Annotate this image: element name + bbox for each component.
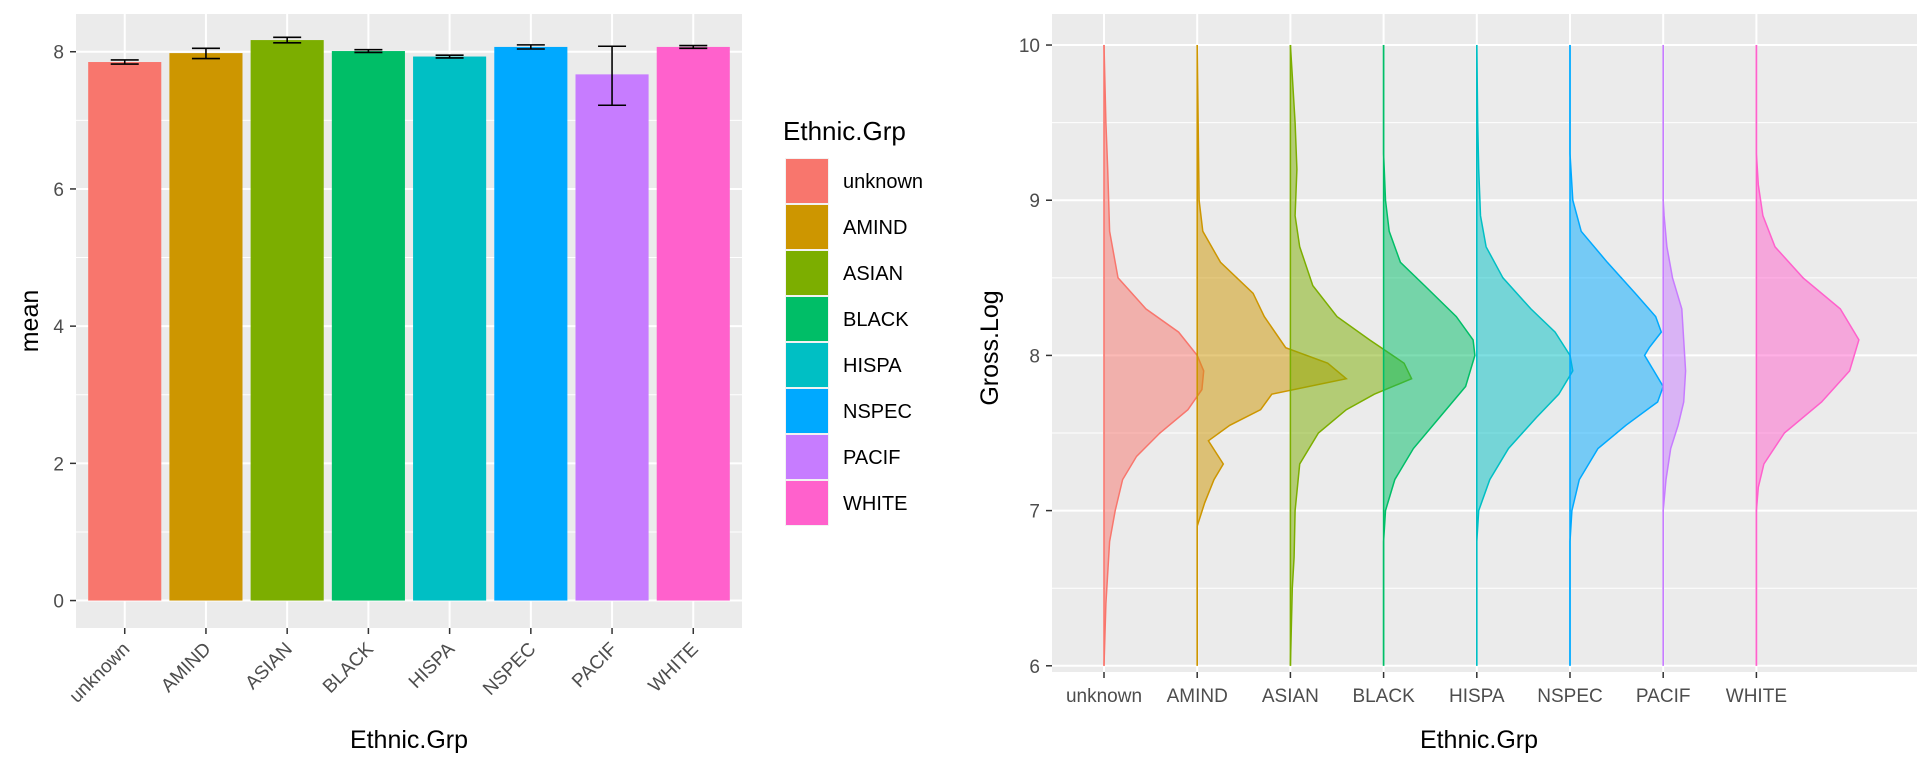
density-outline-black	[1382, 45, 1476, 666]
density-area-hispa	[1476, 45, 1573, 666]
density-area-unknown	[1104, 45, 1204, 666]
bar-nspec	[494, 46, 568, 601]
bar-asian	[250, 40, 324, 601]
density-area-white	[1756, 45, 1859, 666]
legend-key-pacif	[786, 435, 828, 479]
density-area-pacif	[1663, 45, 1686, 666]
legend-key-black	[786, 297, 828, 341]
legend-label-pacif: PACIF	[843, 447, 900, 469]
bars	[88, 40, 730, 601]
density-area-nspec	[1570, 45, 1664, 666]
legend-label-amind: AMIND	[843, 217, 907, 239]
y-tick-label: 9	[1029, 191, 1040, 212]
legend-key-hispa	[786, 343, 828, 387]
x-tick-label-pacif: PACIF	[568, 639, 621, 692]
legend-label-asian: ASIAN	[843, 263, 903, 285]
density-outline-nspec	[1569, 45, 1665, 666]
y-tick-label: 8	[53, 43, 64, 64]
density-x-axis: unknown AMIND ASIAN BLACK HISPA NSPEC PACIF WHI…	[1066, 672, 1787, 707]
x-tick-label-hispa: HISPA	[405, 638, 459, 692]
x-tick-label-nspec: NSPEC	[479, 639, 540, 700]
y-tick-label: 6	[53, 180, 64, 201]
density-area-amind	[1197, 45, 1347, 666]
bar-pacif	[575, 74, 649, 601]
legend-key-amind	[786, 205, 828, 249]
x-tick-label-nspec: NSPEC	[1537, 686, 1602, 707]
bar-unknown	[88, 62, 162, 601]
density-y-axis-title: Gross.Log	[976, 290, 1004, 405]
legend-key-white	[786, 481, 828, 525]
bar-x-axis-title: Ethnic.Grp	[350, 726, 468, 754]
y-tick-label: 2	[53, 454, 64, 475]
legend-label-black: BLACK	[843, 309, 909, 331]
x-tick-label-black: BLACK	[1352, 686, 1415, 707]
x-tick-label-hispa: HISPA	[1449, 686, 1505, 707]
x-tick-label-amind: AMIND	[1167, 686, 1228, 707]
legend-key-nspec	[786, 389, 828, 433]
density-y-axis: 6 7 8 9 10	[1019, 36, 1052, 678]
bar-y-axis-title: mean	[16, 290, 44, 353]
legend-label-white: WHITE	[843, 493, 907, 515]
x-tick-label-white: WHITE	[645, 639, 703, 697]
y-tick-label: 0	[53, 592, 64, 613]
legend-items: unknown AMIND ASIAN BLACK HISPA NSPEC PACIF WHI…	[785, 158, 923, 526]
x-tick-label-pacif: PACIF	[1636, 686, 1691, 707]
bar-amind	[169, 53, 243, 601]
x-tick-label-unknown: unknown	[1066, 686, 1142, 707]
density-outline-white	[1755, 45, 1860, 666]
legend-key-asian	[786, 251, 828, 295]
bar-white	[656, 46, 730, 601]
legend: Ethnic.Grp unknown AMIND ASIAN BLACK HISPA NS…	[783, 116, 923, 526]
x-tick-label-amind: AMIND	[157, 639, 215, 697]
y-tick-label: 7	[1029, 502, 1040, 523]
density-area-asian	[1290, 45, 1412, 666]
density-area-black	[1383, 45, 1475, 666]
density-x-axis-title: Ethnic.Grp	[1420, 726, 1538, 754]
legend-label-unknown: unknown	[843, 171, 923, 193]
legend-key-unknown	[786, 159, 828, 203]
legend-title: Ethnic.Grp	[783, 116, 906, 146]
bar-y-axis: 0 2 4 6 8	[53, 43, 76, 613]
legend-label-hispa: HISPA	[843, 355, 902, 377]
y-tick-label: 8	[1029, 346, 1040, 367]
x-tick-label-black: BLACK	[319, 638, 378, 697]
density-chart: 6 7 8 9 10 unknown AMIND ASIAN BLACK HISPA NSPEC P…	[976, 14, 1917, 754]
legend-label-nspec: NSPEC	[843, 401, 912, 423]
bar-x-axis: unknown AMIND ASIAN BLACK HISPA NSPEC PACIF WHI…	[66, 628, 703, 707]
x-tick-label-asian: ASIAN	[1262, 686, 1319, 707]
density-areas	[1103, 44, 1860, 666]
x-tick-label-unknown: unknown	[66, 639, 135, 708]
x-tick-label-white: WHITE	[1726, 686, 1787, 707]
y-tick-label: 4	[53, 317, 64, 338]
density-outline-pacif	[1662, 45, 1687, 666]
bar-black	[331, 51, 405, 601]
y-tick-label: 6	[1029, 657, 1040, 678]
y-tick-label: 10	[1019, 36, 1040, 57]
error-bars	[110, 36, 708, 107]
x-tick-label-asian: ASIAN	[242, 639, 297, 694]
bar-chart: 0 2 4 6 8 unknown AMIND ASIAN BLACK HISPA NSPEC PA…	[16, 14, 923, 754]
bar-hispa	[413, 56, 487, 601]
